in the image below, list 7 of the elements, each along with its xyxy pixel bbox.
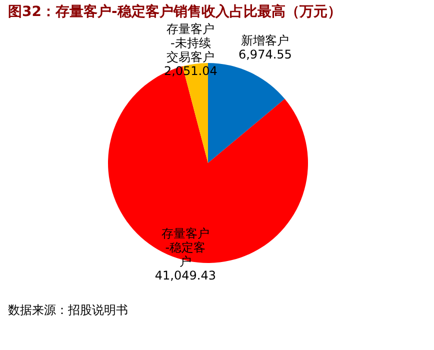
data-label: 6,974.55 xyxy=(238,48,292,62)
slice-label: 存量客户-未持续交易客户 xyxy=(166,22,215,64)
chart-title: 图32：存量客户-稳定客户销售收入占比最高（万元） xyxy=(8,3,342,20)
data-label: 2,051.04 xyxy=(164,64,218,78)
data-label: 41,049.43 xyxy=(154,268,216,283)
source-note: 数据来源：招股说明书 xyxy=(8,303,128,317)
slice-label: 新增客户 xyxy=(241,34,290,48)
